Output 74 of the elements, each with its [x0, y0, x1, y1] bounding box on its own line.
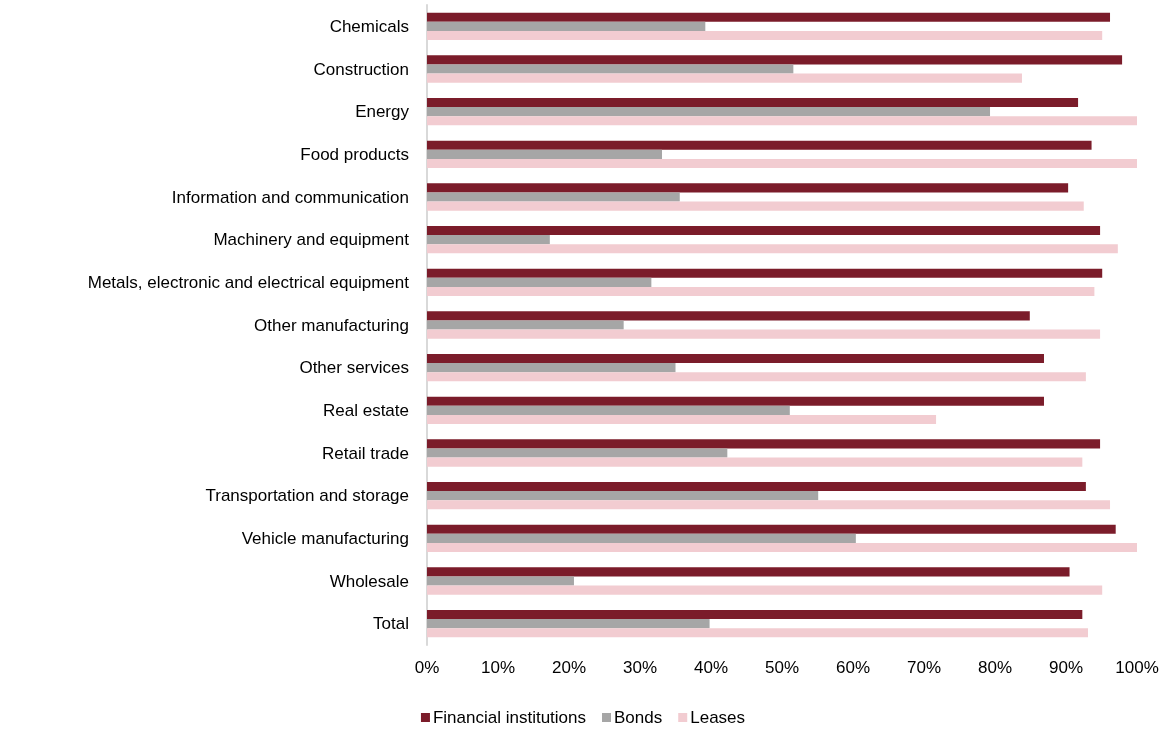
bar: [427, 311, 1030, 321]
bar: [427, 226, 1101, 236]
y-tick-label: Construction: [313, 59, 409, 79]
x-tick-label: 80%: [977, 658, 1013, 677]
x-tick-label: 40%: [693, 658, 729, 677]
bar: [427, 201, 1084, 211]
y-tick-label: Real estate: [323, 400, 409, 420]
bar: [427, 533, 856, 543]
bar: [427, 235, 550, 245]
bar: [427, 628, 1089, 638]
bar: [427, 363, 676, 373]
bar: [427, 64, 794, 74]
x-tick-label: 50%: [764, 658, 800, 677]
bar: [427, 610, 1083, 620]
y-tick-label: Energy: [355, 102, 410, 122]
bar: [427, 21, 706, 31]
bar: [427, 30, 1103, 40]
y-tick-label: Metals, electronic and electrical equipment: [87, 272, 410, 292]
bar: [427, 116, 1137, 126]
y-tick-label: Wholesale: [329, 571, 409, 591]
y-tick-label: Other manufacturing: [254, 315, 409, 335]
x-tick-label: 90%: [1048, 658, 1084, 677]
x-tick-label: 60%: [835, 658, 871, 677]
bar: [427, 286, 1095, 296]
y-tick-label: Retail trade: [322, 443, 409, 463]
x-tick-label: 30%: [622, 658, 658, 677]
x-tick-label: 100%: [1115, 658, 1159, 677]
bar: [427, 192, 680, 202]
legend-label: Bonds: [614, 708, 663, 727]
bar: [427, 482, 1086, 492]
bar: [427, 576, 574, 586]
bar: [427, 149, 663, 159]
bar: [427, 329, 1101, 339]
legend-label: Financial institutions: [432, 708, 587, 727]
x-tick-label: 70%: [906, 658, 942, 677]
bar: [427, 439, 1101, 449]
bar: [427, 448, 728, 458]
y-tick-label: Other services: [299, 358, 409, 378]
bar: [427, 567, 1070, 577]
bar: [427, 457, 1083, 467]
x-tick-label: 20%: [551, 658, 587, 677]
x-tick-label: 0%: [414, 658, 440, 677]
y-tick-label: Machinery and equipment: [213, 230, 410, 250]
bar: [427, 73, 1022, 83]
bar: [427, 183, 1069, 193]
bar: [427, 372, 1086, 382]
bar: [427, 98, 1079, 108]
bar: [427, 268, 1103, 278]
bar: [427, 619, 710, 629]
y-tick-label: Transportation and storage: [205, 486, 409, 506]
bar: [427, 354, 1044, 364]
bar: [427, 244, 1118, 254]
bar: [427, 414, 937, 424]
y-tick-label: Information and communication: [171, 187, 409, 207]
bar: [427, 277, 652, 287]
legend-label: Leases: [690, 708, 746, 727]
bar: [427, 500, 1111, 510]
bar: [427, 320, 624, 330]
y-tick-label: Chemicals: [329, 16, 409, 36]
bar: [427, 524, 1116, 534]
y-tick-label: Total: [373, 614, 409, 634]
x-tick-label: 10%: [480, 658, 516, 677]
bar: [427, 491, 819, 501]
bar: [427, 107, 991, 117]
bar: [427, 405, 790, 415]
bar: [427, 158, 1137, 168]
bar: [427, 12, 1111, 22]
y-tick-label: Food products: [300, 144, 409, 164]
bar: [427, 542, 1137, 552]
bar: [427, 396, 1044, 406]
bar: [427, 55, 1123, 65]
bar: [427, 585, 1103, 595]
y-tick-label: Vehicle manufacturing: [241, 528, 409, 548]
bar: [427, 140, 1092, 150]
